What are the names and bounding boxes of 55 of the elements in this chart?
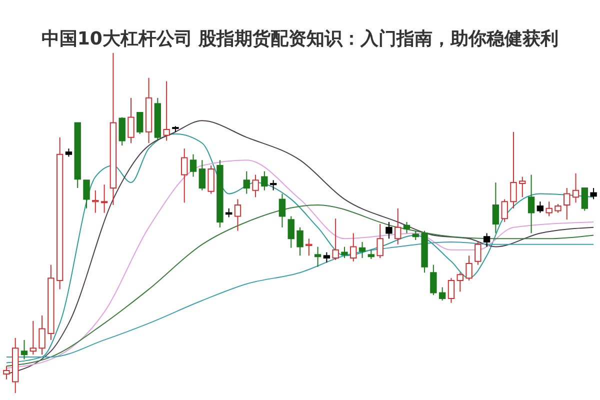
candlestick xyxy=(38,314,46,356)
candlestick xyxy=(100,184,108,214)
candlestick xyxy=(474,242,482,266)
candlestick xyxy=(358,242,366,259)
candlestick xyxy=(590,187,597,200)
candlestick xyxy=(190,154,197,178)
candlestick xyxy=(128,97,134,144)
candlestick xyxy=(332,218,339,261)
candlestick xyxy=(403,221,410,234)
candlestick xyxy=(296,226,304,256)
candlestick xyxy=(270,180,277,191)
candlestick xyxy=(92,190,99,214)
candlestick xyxy=(510,131,517,209)
candlestick xyxy=(564,187,570,220)
candlestick xyxy=(261,170,268,191)
candlestick xyxy=(314,246,322,268)
candlestick xyxy=(572,172,580,204)
candlestick xyxy=(181,148,188,204)
candlestick xyxy=(278,193,286,228)
candlestick xyxy=(438,286,446,302)
candlestick xyxy=(546,201,552,217)
candlestick xyxy=(448,278,455,304)
candlestick xyxy=(492,182,500,234)
candlestick xyxy=(208,165,214,194)
chart-title: 中国10大杠杆公司 股指期货配资知识：入门指南，助你稳健获利 xyxy=(41,28,559,50)
candlestick xyxy=(83,180,90,209)
candlestick xyxy=(198,160,206,191)
candlestick xyxy=(483,232,490,248)
candlestick xyxy=(501,198,508,222)
candlestick xyxy=(252,174,259,198)
candlestick xyxy=(341,246,348,259)
candlestick xyxy=(581,187,588,212)
candlestick xyxy=(412,230,419,240)
candlestick xyxy=(243,170,250,194)
candlestick xyxy=(234,198,242,232)
candlestick xyxy=(306,238,312,256)
candlestick xyxy=(394,208,402,245)
candlestick xyxy=(3,366,10,380)
candlestick xyxy=(386,221,392,240)
candlestick xyxy=(466,255,472,281)
candlestick xyxy=(163,80,170,142)
candlestick xyxy=(519,176,526,198)
candlestick xyxy=(20,339,28,360)
candlestick xyxy=(456,272,464,292)
candlestick xyxy=(136,112,144,134)
candlestick xyxy=(323,252,330,263)
candlestick xyxy=(30,320,36,356)
candlestick xyxy=(368,249,375,260)
candlestick xyxy=(118,116,126,146)
candlestick xyxy=(376,224,384,259)
candlestick xyxy=(536,201,544,214)
candlestick xyxy=(430,264,437,296)
candlestick xyxy=(350,232,357,262)
candlestick xyxy=(528,174,535,234)
candlestick xyxy=(288,216,294,248)
